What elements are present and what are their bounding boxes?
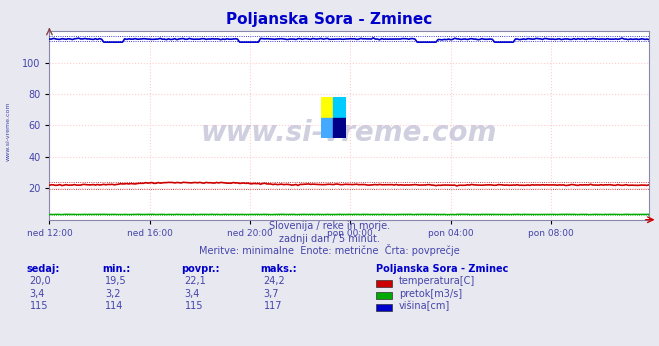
Bar — [321, 97, 333, 118]
Text: www.si-vreme.com: www.si-vreme.com — [201, 119, 498, 147]
Bar — [333, 118, 346, 138]
Text: 3,2: 3,2 — [105, 289, 121, 299]
Text: Poljanska Sora - Zminec: Poljanska Sora - Zminec — [376, 264, 508, 274]
Text: zadnji dan / 5 minut.: zadnji dan / 5 minut. — [279, 234, 380, 244]
Text: 115: 115 — [30, 301, 48, 311]
Text: 115: 115 — [185, 301, 203, 311]
Text: 3,4: 3,4 — [30, 289, 45, 299]
Text: 20,0: 20,0 — [30, 276, 51, 286]
Text: 3,4: 3,4 — [185, 289, 200, 299]
Text: Poljanska Sora - Zminec: Poljanska Sora - Zminec — [227, 12, 432, 27]
Text: Slovenija / reke in morje.: Slovenija / reke in morje. — [269, 221, 390, 231]
Text: 117: 117 — [264, 301, 282, 311]
Text: Meritve: minimalne  Enote: metrične  Črta: povprečje: Meritve: minimalne Enote: metrične Črta:… — [199, 244, 460, 256]
Text: maks.:: maks.: — [260, 264, 297, 274]
Text: 24,2: 24,2 — [264, 276, 285, 286]
Text: višina[cm]: višina[cm] — [399, 300, 450, 311]
Text: 22,1: 22,1 — [185, 276, 206, 286]
Text: temperatura[C]: temperatura[C] — [399, 276, 475, 286]
Text: www.si-vreme.com: www.si-vreme.com — [5, 102, 11, 161]
Text: 19,5: 19,5 — [105, 276, 127, 286]
Text: povpr.:: povpr.: — [181, 264, 219, 274]
Bar — [321, 118, 333, 138]
Text: sedaj:: sedaj: — [26, 264, 60, 274]
Text: min.:: min.: — [102, 264, 130, 274]
Text: 114: 114 — [105, 301, 124, 311]
Text: 3,7: 3,7 — [264, 289, 279, 299]
Text: pretok[m3/s]: pretok[m3/s] — [399, 289, 462, 299]
Bar — [333, 97, 346, 118]
